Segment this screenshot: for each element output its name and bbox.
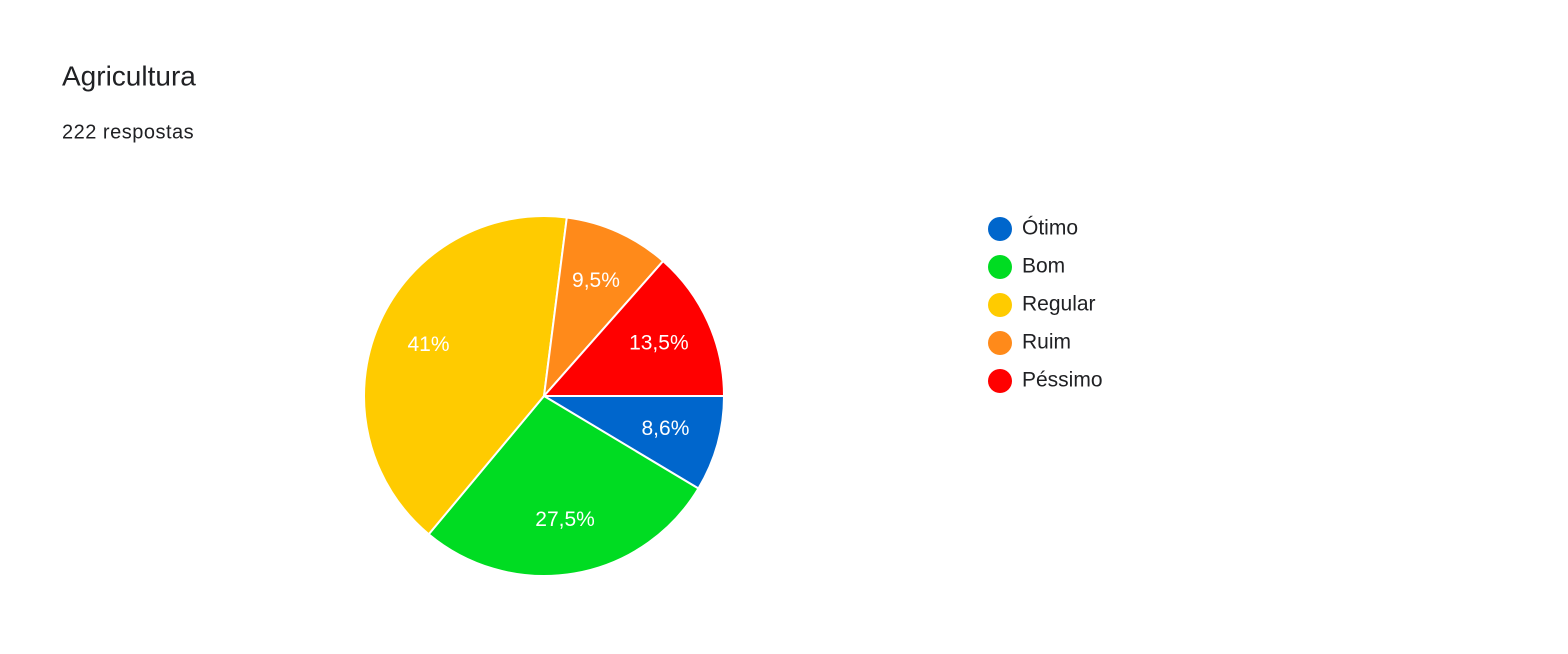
chart-title: Agricultura [62, 60, 196, 91]
pie-slice [363, 215, 568, 536]
legend-swatch [988, 293, 1012, 317]
value-label: 13,5% [629, 332, 689, 355]
legend-label: Ótimo [1022, 217, 1078, 240]
chart-subtitle: 222 respostas [62, 121, 194, 143]
pie-slice [542, 216, 665, 400]
legend-label: Péssimo [1022, 369, 1103, 392]
pie-slice [541, 259, 726, 397]
legend-swatch [988, 331, 1012, 355]
legend-label: Regular [1022, 293, 1096, 316]
legend-swatch [988, 217, 1012, 241]
legend-label: Bom [1022, 255, 1065, 278]
value-label: 9,5% [572, 269, 620, 292]
pie-slice [540, 395, 726, 490]
legend-label: Ruim [1022, 331, 1071, 354]
legend-swatch [988, 369, 1012, 393]
value-label: 41% [407, 333, 449, 356]
value-label: 8,6% [642, 417, 690, 440]
legend-swatch [988, 255, 1012, 279]
value-label: 27,5% [535, 508, 595, 531]
pie-slice [427, 394, 700, 577]
